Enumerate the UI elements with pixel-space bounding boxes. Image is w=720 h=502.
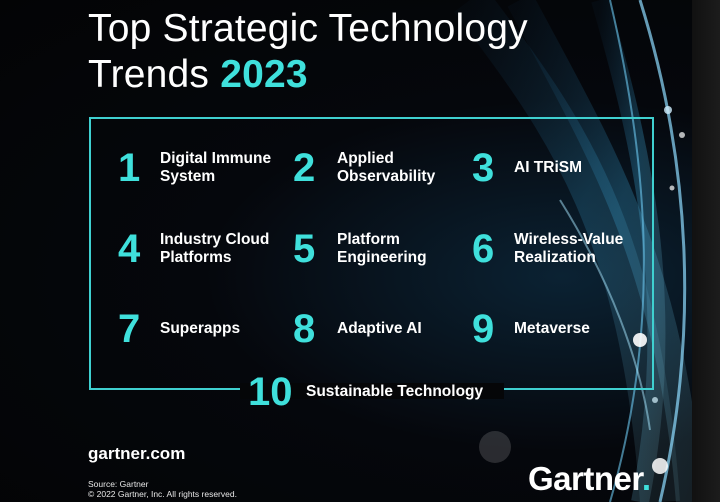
trend-label-line-1: Digital Immune <box>160 150 272 167</box>
trend-item: 5 Platform Engineering <box>293 227 463 271</box>
trend-label-line-1: Industry Cloud <box>160 231 270 248</box>
trend-label-line-1: Sustainable Technology <box>306 383 484 400</box>
copyright-line: © 2022 Gartner, Inc. All rights reserved… <box>88 489 237 499</box>
trend-label-line-2: Realization <box>514 249 596 266</box>
trend-number: 4 <box>118 227 141 271</box>
trend-item: 6 Wireless-Value Realization <box>472 227 642 271</box>
trend-item: 7 Superapps <box>118 307 288 351</box>
right-edge-strip <box>692 0 720 502</box>
source-line: Source: Gartner <box>88 479 149 489</box>
trend-label: Metaverse <box>514 307 590 351</box>
page-title: Top Strategic Technology Trends 2023 <box>88 6 528 98</box>
source-note: Source: Gartner © 2022 Gartner, Inc. All… <box>88 479 237 499</box>
trend-item: 2 Applied Observability <box>293 146 463 190</box>
logo-text: Gartner <box>528 460 642 497</box>
trend-number: 3 <box>472 146 495 190</box>
trend-number: 9 <box>472 307 495 351</box>
gartner-logo: Gartner. <box>528 460 651 498</box>
trend-item: 10 Sustainable Technology <box>248 370 504 414</box>
trend-label: Wireless-Value Realization <box>514 227 623 271</box>
trend-item: 3 AI TRiSM <box>472 146 642 190</box>
trend-number: 2 <box>293 146 316 190</box>
trend-label: Industry Cloud Platforms <box>160 227 269 271</box>
title-line-2: Trends 2023 <box>88 52 528 98</box>
trend-label-line-1: Superapps <box>160 320 241 337</box>
trend-number: 1 <box>118 146 141 190</box>
trend-number: 10 <box>248 370 293 414</box>
trend-label-line-1: Adaptive AI <box>337 320 422 337</box>
title-prefix: Trends <box>88 53 210 96</box>
trend-label-line-2: Engineering <box>337 249 427 266</box>
trend-label: Digital Immune System <box>160 146 271 190</box>
trend-item: 4 Industry Cloud Platforms <box>118 227 288 271</box>
trend-number: 7 <box>118 307 141 351</box>
website-url: gartner.com <box>88 444 186 463</box>
trend-label-line-2: Platforms <box>160 249 232 266</box>
logo-dot: . <box>641 460 651 497</box>
trend-label: Adaptive AI <box>337 307 422 351</box>
title-year: 2023 <box>220 53 308 96</box>
trend-label: Platform Engineering <box>337 227 427 271</box>
trend-label-line-1: Metaverse <box>514 320 590 337</box>
title-line-1: Top Strategic Technology <box>88 7 528 50</box>
trend-label-line-1: Applied <box>337 150 394 167</box>
trend-label-line-1: AI TRiSM <box>514 159 583 176</box>
panel-border-gap <box>240 383 504 399</box>
trend-label-line-1: Platform <box>337 231 400 248</box>
trend-number: 8 <box>293 307 316 351</box>
trend-label-line-1: Wireless-Value <box>514 231 624 248</box>
trend-label: Sustainable Technology <box>306 370 483 414</box>
trend-label: AI TRiSM <box>514 146 582 190</box>
trend-label: Applied Observability <box>337 146 435 190</box>
trend-number: 6 <box>472 227 495 271</box>
trend-label-line-2: Observability <box>337 168 436 185</box>
trend-item: 8 Adaptive AI <box>293 307 463 351</box>
trend-label: Superapps <box>160 307 240 351</box>
trend-item: 1 Digital Immune System <box>118 146 288 190</box>
trend-label-line-2: System <box>160 168 216 185</box>
trend-item: 9 Metaverse <box>472 307 642 351</box>
trend-number: 5 <box>293 227 316 271</box>
